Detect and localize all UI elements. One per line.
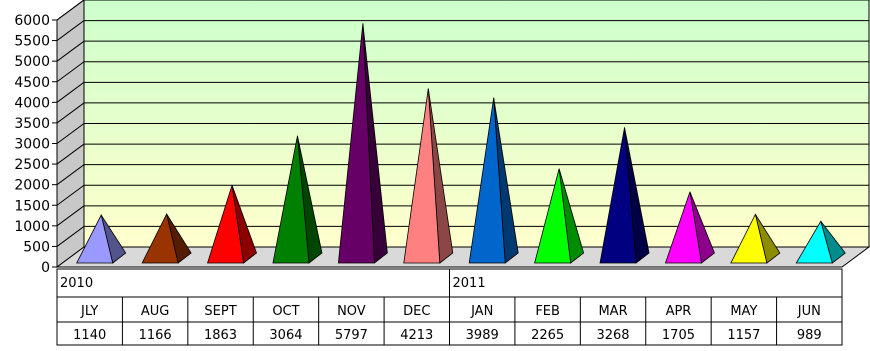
y-tick-label: 1000 bbox=[14, 219, 50, 235]
table-value-label: 3064 bbox=[269, 328, 302, 343]
y-tick-label: 4000 bbox=[14, 95, 50, 111]
gridline-side bbox=[56, 61, 85, 83]
table-value-label: 989 bbox=[797, 328, 822, 343]
gridline-side bbox=[56, 123, 85, 144]
table-value-label: 3989 bbox=[466, 328, 499, 343]
gridline-side bbox=[56, 81, 85, 103]
pyramid-front-face bbox=[730, 213, 768, 264]
data-table: 2010 2011 JLY 1140 AUG 1166 SEPT 1863 OCT 3064 NOV… bbox=[56, 268, 843, 346]
table-year-label: 2010 bbox=[60, 276, 93, 291]
y-tick-label: 3500 bbox=[14, 116, 50, 132]
plot-walls bbox=[55, 0, 870, 268]
table-category-label: SEPT bbox=[204, 304, 236, 319]
table-value-label: 5797 bbox=[335, 328, 368, 343]
table-category-label: MAY bbox=[730, 304, 757, 319]
pyramid-sept bbox=[206, 185, 258, 264]
table-category-label: APR bbox=[666, 304, 692, 319]
gridline-side bbox=[56, 102, 85, 124]
table-category-label: JUN bbox=[797, 304, 821, 319]
gridline-side bbox=[56, 184, 85, 206]
pyramid-front-face bbox=[206, 185, 245, 264]
y-tick-label: 0 bbox=[41, 260, 50, 276]
pyramid-front-face bbox=[534, 168, 572, 264]
table-value-label: 1157 bbox=[727, 328, 760, 343]
y-tick-label: 2000 bbox=[14, 178, 50, 194]
gridline-side bbox=[56, 226, 85, 247]
gridlines bbox=[56, 0, 869, 247]
gridline-side bbox=[56, 164, 85, 186]
pyramid-dec bbox=[403, 88, 454, 264]
pyramid-front-face bbox=[795, 220, 833, 264]
table-category-label: FEB bbox=[535, 304, 560, 319]
y-tick-label: 4500 bbox=[14, 75, 50, 91]
pyramid-jly bbox=[76, 213, 127, 264]
table-category-label: AUG bbox=[141, 304, 169, 319]
table-value-label: 4213 bbox=[400, 328, 433, 343]
table-value-label: 1705 bbox=[662, 328, 695, 343]
table-year-label: 2011 bbox=[453, 276, 486, 291]
y-axis: 0 500 1000 1500 2000 2500 3000 3500 4000 4500 5000… bbox=[14, 13, 58, 276]
table-value-label: 3268 bbox=[596, 328, 629, 343]
pyramid-front-face bbox=[599, 127, 637, 264]
y-tick-label: 3000 bbox=[14, 137, 50, 153]
table-category-label: JAN bbox=[470, 304, 493, 319]
gridline-side bbox=[56, 0, 85, 21]
gridline-side bbox=[56, 40, 85, 62]
pyramid-front-face bbox=[664, 191, 702, 264]
pyramid-front-face bbox=[403, 88, 441, 264]
pyramid-front-face bbox=[141, 212, 179, 264]
table-value-label: 1140 bbox=[73, 328, 106, 343]
table-value-label: 1863 bbox=[204, 328, 237, 343]
pyramid-front-face bbox=[468, 97, 506, 264]
y-tick-label: 6000 bbox=[14, 13, 50, 29]
y-tick-label: 5500 bbox=[14, 34, 50, 50]
table-value-label: 1166 bbox=[139, 328, 172, 343]
data-series bbox=[76, 23, 846, 264]
pyramid-oct bbox=[272, 135, 323, 264]
pyramid-aug bbox=[141, 212, 192, 264]
pyramid-may bbox=[730, 213, 781, 264]
gridline-side bbox=[56, 20, 85, 41]
y-tick-label: 500 bbox=[23, 239, 50, 255]
pyramid-front-face bbox=[337, 23, 375, 264]
pyramid-front-face bbox=[76, 213, 114, 264]
pyramid-feb bbox=[534, 168, 585, 264]
table-category-label: NOV bbox=[337, 304, 366, 319]
table-value-label: 2265 bbox=[531, 328, 564, 343]
pyramid-jun bbox=[795, 220, 846, 264]
table-category-label: JLY bbox=[80, 304, 98, 319]
pyramid-nov bbox=[337, 23, 388, 264]
y-tick-label: 5000 bbox=[14, 54, 50, 70]
table-category-label: MAR bbox=[598, 304, 627, 319]
table-category-label: OCT bbox=[272, 304, 299, 319]
gridline-side bbox=[56, 205, 85, 227]
pyramid-apr bbox=[664, 191, 715, 264]
pyramid-jan bbox=[468, 97, 519, 264]
table-category-label: DEC bbox=[403, 304, 430, 319]
pyramid-front-face bbox=[272, 135, 310, 264]
y-tick-label: 1500 bbox=[14, 198, 50, 214]
y-tick-label: 2500 bbox=[14, 157, 50, 173]
gridline-side bbox=[56, 143, 85, 165]
pyramid-mar bbox=[599, 127, 650, 264]
